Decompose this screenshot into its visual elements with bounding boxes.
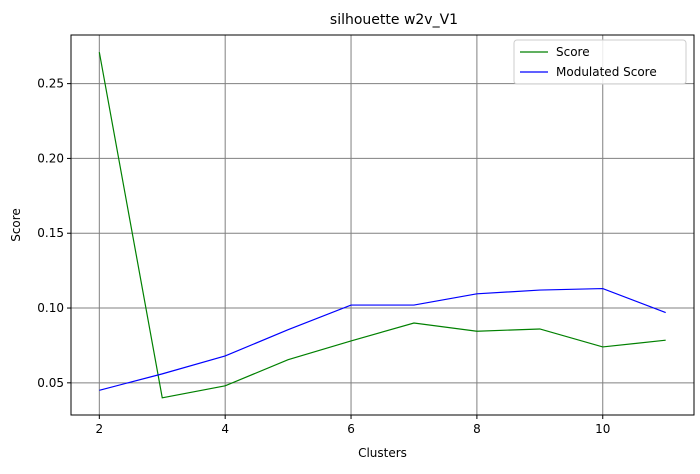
x-tick-label: 10 [595,422,610,436]
x-tick-label: 8 [473,422,481,436]
series-lines [98,52,666,399]
y-tick-label: 0.20 [37,151,64,165]
x-axis-ticks: 2 4 6 8 10 [95,415,610,436]
x-axis-label: Clusters [358,446,407,460]
grid [71,35,694,415]
chart-title: silhouette w2v_V1 [330,12,458,28]
series-line-1 [99,287,666,391]
legend-label-0: Score [556,45,590,59]
y-tick-label: 0.25 [37,77,64,91]
x-tick-label: 2 [95,422,103,436]
x-tick-label: 6 [347,422,355,436]
plot-frame [70,34,695,416]
legend: Score Modulated Score [513,39,687,85]
y-tick-label: 0.10 [37,301,64,315]
y-tick-label: 0.05 [37,376,64,390]
series-line-0 [98,52,666,399]
y-axis-label: Score [9,208,23,242]
legend-box [513,39,687,85]
legend-label-1: Modulated Score [556,65,657,79]
x-tick-label: 4 [221,422,229,436]
y-axis-ticks: 0.05 0.10 0.15 0.20 0.25 [37,77,71,390]
y-tick-label: 0.15 [37,226,64,240]
